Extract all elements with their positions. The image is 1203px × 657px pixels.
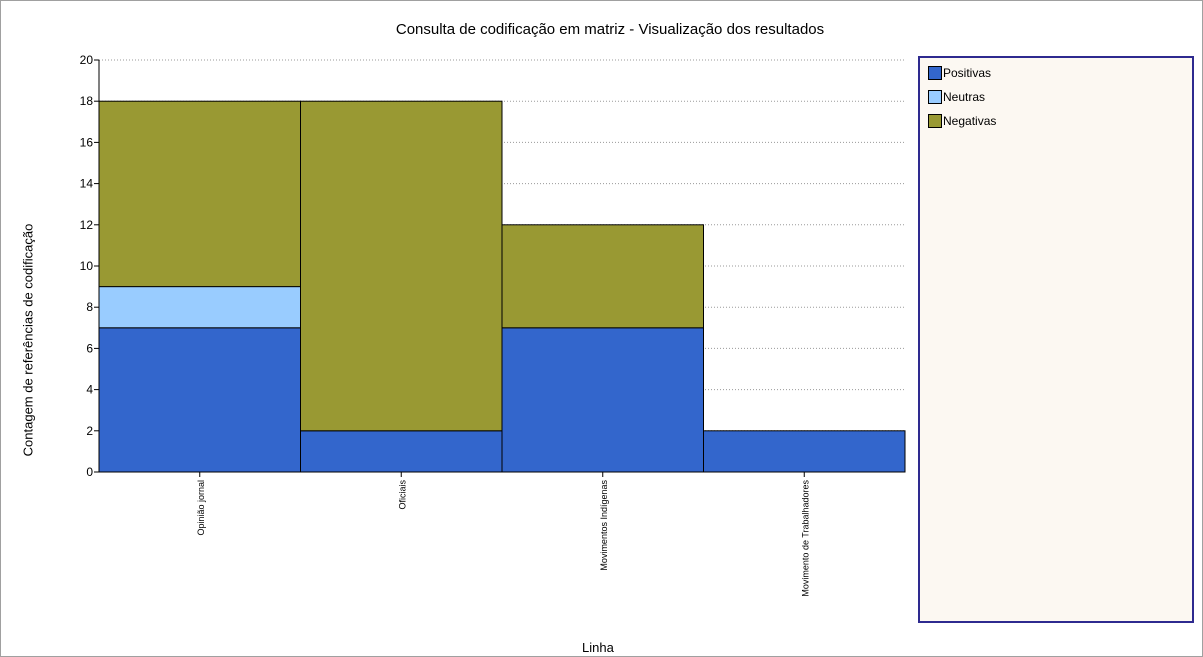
y-axis-label: Contagem de referências de codificação [20,223,36,457]
y-tick-label: 0 [86,465,93,479]
legend-item: Negativas [928,112,996,130]
y-tick-label: 14 [80,177,94,191]
bar-segment-positivas [98,327,301,473]
legend-swatch [928,90,942,104]
bar-segment-negativas [98,100,301,288]
y-tick-label: 4 [86,383,93,397]
bars [98,100,906,473]
legend: Positivas Neutras Negativas [918,56,1194,623]
x-category-labels: Opinião jornal Oficiais Movimentos Indígen… [196,480,811,597]
y-tick-label: 2 [86,424,93,438]
legend-item: Positivas [928,64,991,82]
bar-segment-negativas [300,100,503,432]
legend-swatch [928,66,942,80]
chart-title: Consulta de codificação em matriz - Visu… [395,21,825,38]
x-axis-label: Linha [582,640,614,655]
y-tick-label: 20 [80,53,94,67]
legend-swatch [928,114,942,128]
bar-segment-positivas [703,430,906,473]
bar-segment-negativas [501,224,704,329]
y-tick-label: 10 [80,259,94,273]
bar-segment-neutras [98,286,301,329]
x-category-label: Movimentos Indígenas [599,480,609,571]
legend-label: Negativas [943,114,997,128]
x-category-label: Movimento de Trabalhadores [800,480,810,597]
x-category-label: Oficiais [397,480,407,510]
y-tick-label: 6 [86,341,93,355]
y-tick-label: 12 [80,218,94,232]
legend-label: Positivas [943,66,992,80]
y-tick-label: 16 [80,135,94,149]
legend-item: Neutras [928,88,985,106]
axes [94,59,905,477]
bar-segment-positivas [300,430,503,473]
y-tick-label: 8 [86,300,93,314]
y-tick-label: 18 [80,94,94,108]
bar-segment-positivas [501,327,704,473]
y-tick-labels: 0 2 4 6 8 10 12 14 16 18 20 [80,53,94,479]
x-category-label: Opinião jornal [196,480,206,536]
legend-label: Neutras [943,90,986,104]
